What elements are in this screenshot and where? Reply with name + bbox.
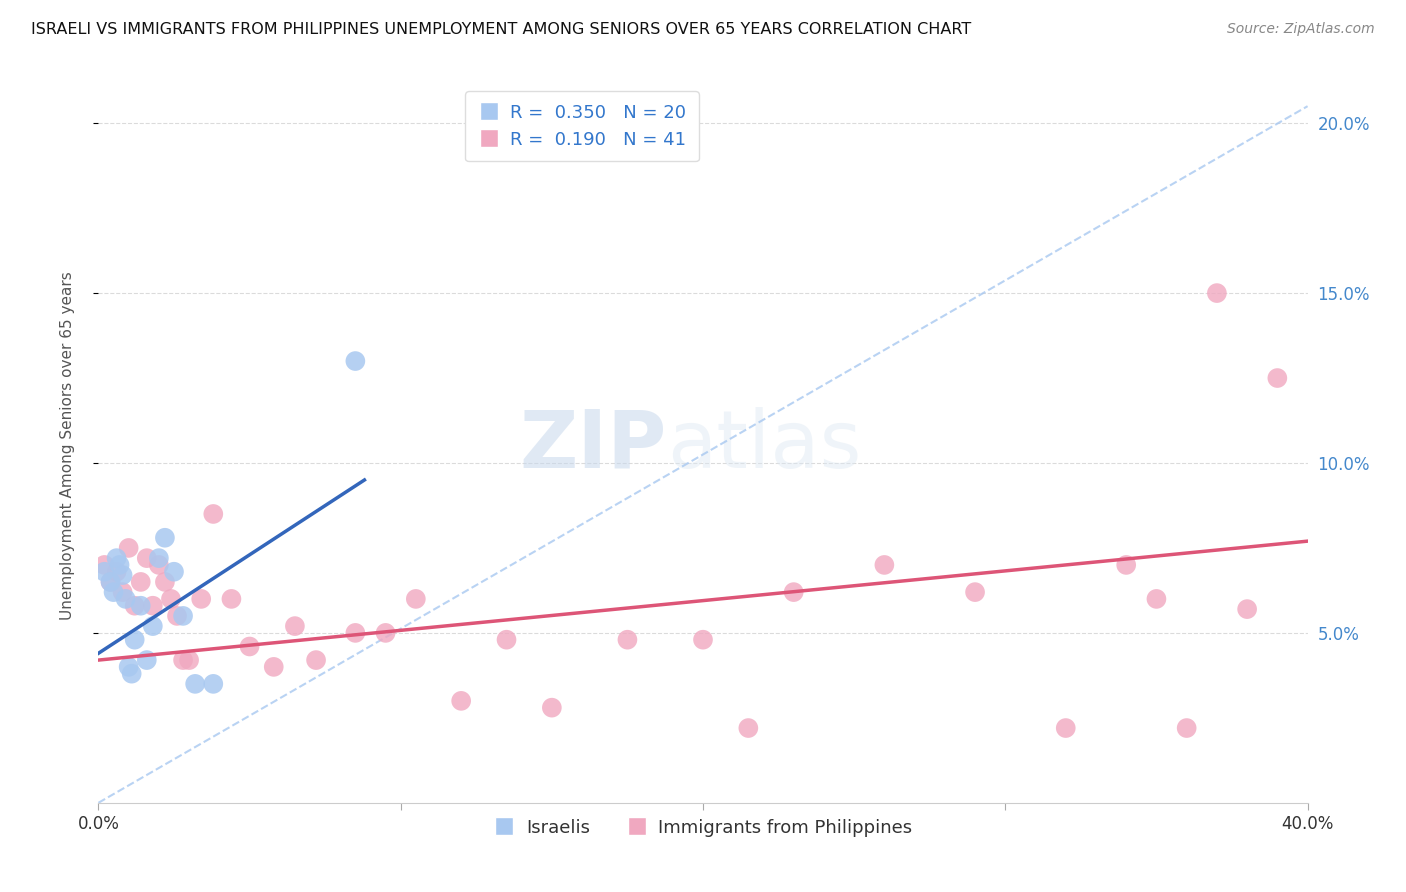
Y-axis label: Unemployment Among Seniors over 65 years: Unemployment Among Seniors over 65 years bbox=[60, 272, 75, 620]
Point bbox=[148, 551, 170, 566]
Point bbox=[737, 721, 759, 735]
Point bbox=[344, 626, 367, 640]
Point bbox=[108, 558, 131, 572]
Point bbox=[118, 660, 141, 674]
Point bbox=[111, 585, 134, 599]
Point bbox=[305, 653, 328, 667]
Text: atlas: atlas bbox=[666, 407, 860, 485]
Point bbox=[190, 591, 212, 606]
Point bbox=[100, 574, 122, 589]
Point bbox=[160, 591, 183, 606]
Point bbox=[965, 585, 987, 599]
Point bbox=[184, 677, 207, 691]
Text: ZIP: ZIP bbox=[519, 407, 666, 485]
Point bbox=[1206, 286, 1229, 301]
Point bbox=[344, 354, 367, 368]
Point bbox=[105, 551, 128, 566]
Point bbox=[118, 541, 141, 555]
Point bbox=[105, 565, 128, 579]
Point bbox=[153, 531, 176, 545]
Point bbox=[202, 507, 225, 521]
Point bbox=[1236, 602, 1258, 616]
Point bbox=[114, 591, 136, 606]
Point bbox=[202, 677, 225, 691]
Point bbox=[124, 599, 146, 613]
Point bbox=[540, 700, 562, 714]
Text: ISRAELI VS IMMIGRANTS FROM PHILIPPINES UNEMPLOYMENT AMONG SENIORS OVER 65 YEARS : ISRAELI VS IMMIGRANTS FROM PHILIPPINES U… bbox=[31, 22, 972, 37]
Point bbox=[93, 565, 115, 579]
Point bbox=[166, 608, 188, 623]
Point bbox=[103, 585, 125, 599]
Point bbox=[100, 574, 122, 589]
Point bbox=[179, 653, 201, 667]
Point bbox=[148, 558, 170, 572]
Point bbox=[142, 619, 165, 633]
Point bbox=[124, 632, 146, 647]
Point bbox=[129, 599, 152, 613]
Point bbox=[1175, 721, 1198, 735]
Point bbox=[142, 599, 165, 613]
Point bbox=[135, 653, 157, 667]
Point bbox=[153, 574, 176, 589]
Point bbox=[1115, 558, 1137, 572]
Point bbox=[135, 551, 157, 566]
Point bbox=[495, 632, 517, 647]
Point bbox=[1144, 591, 1167, 606]
Point bbox=[374, 626, 396, 640]
Point bbox=[692, 632, 714, 647]
Legend: Israelis, Immigrants from Philippines: Israelis, Immigrants from Philippines bbox=[486, 812, 920, 844]
Point bbox=[129, 574, 152, 589]
Point bbox=[405, 591, 427, 606]
Point bbox=[873, 558, 896, 572]
Text: Source: ZipAtlas.com: Source: ZipAtlas.com bbox=[1227, 22, 1375, 37]
Point bbox=[172, 608, 194, 623]
Point bbox=[93, 558, 115, 572]
Point bbox=[783, 585, 806, 599]
Point bbox=[172, 653, 194, 667]
Point bbox=[1054, 721, 1077, 735]
Point bbox=[163, 565, 186, 579]
Point bbox=[450, 694, 472, 708]
Point bbox=[221, 591, 243, 606]
Point bbox=[1267, 371, 1289, 385]
Point bbox=[284, 619, 307, 633]
Point bbox=[263, 660, 285, 674]
Point bbox=[121, 666, 143, 681]
Point bbox=[616, 632, 638, 647]
Point bbox=[111, 568, 134, 582]
Point bbox=[239, 640, 262, 654]
